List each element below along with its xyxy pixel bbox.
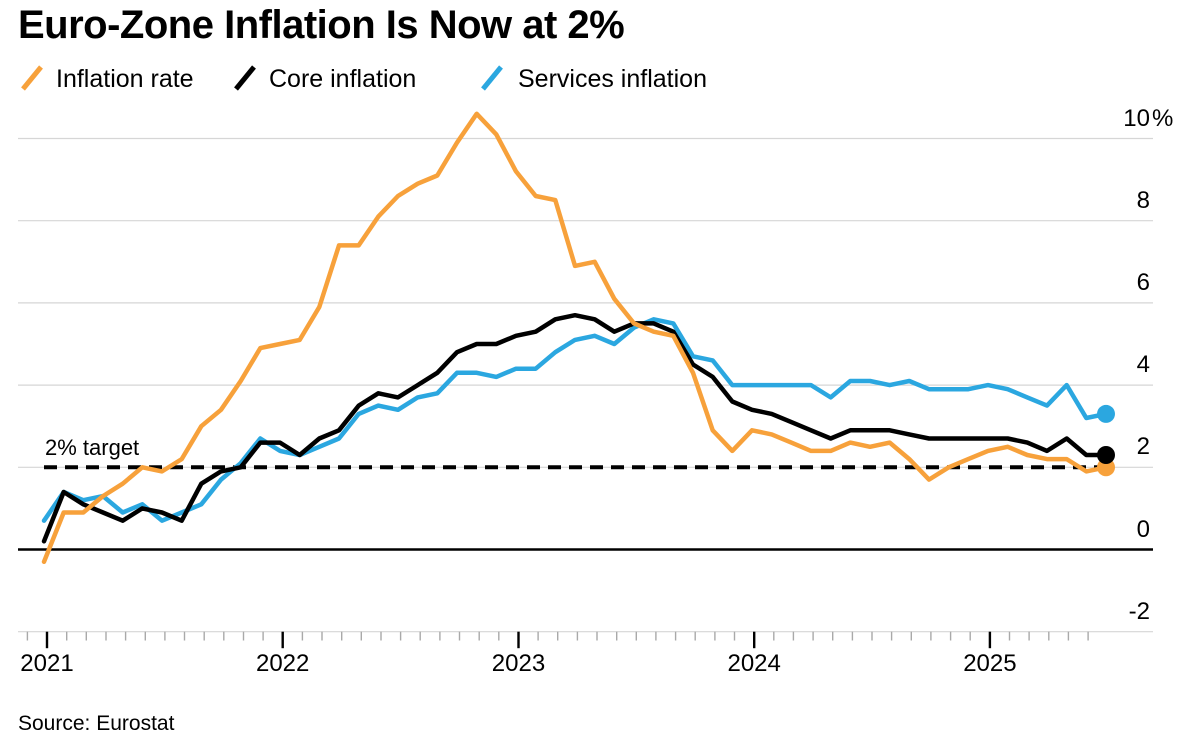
legend-label-services-inflation: Services inflation: [518, 65, 707, 93]
inflation-rate-legend-slash-icon: [21, 65, 43, 91]
series-line-core-inflation: [41, 312, 1109, 544]
series-line-inflation-rate: [41, 111, 1109, 565]
target-line-label: 2% target: [45, 435, 140, 460]
source-note: Source: Eurostat: [18, 712, 175, 735]
services-inflation-legend-slash-icon: [481, 65, 503, 91]
series-end-dot-core-inflation: [1097, 446, 1115, 464]
series-line-services-inflation: [41, 317, 1109, 523]
legend-label-inflation-rate: Inflation rate: [56, 65, 194, 93]
series-end-dot-inflation-rate: [1097, 458, 1115, 477]
core-inflation-legend-slash-icon: [234, 65, 256, 91]
chart-title: Euro-Zone Inflation Is Now at 2%: [18, 3, 625, 47]
legend-label-core-inflation: Core inflation: [269, 65, 417, 93]
series-end-dot-services-inflation: [1097, 404, 1115, 423]
